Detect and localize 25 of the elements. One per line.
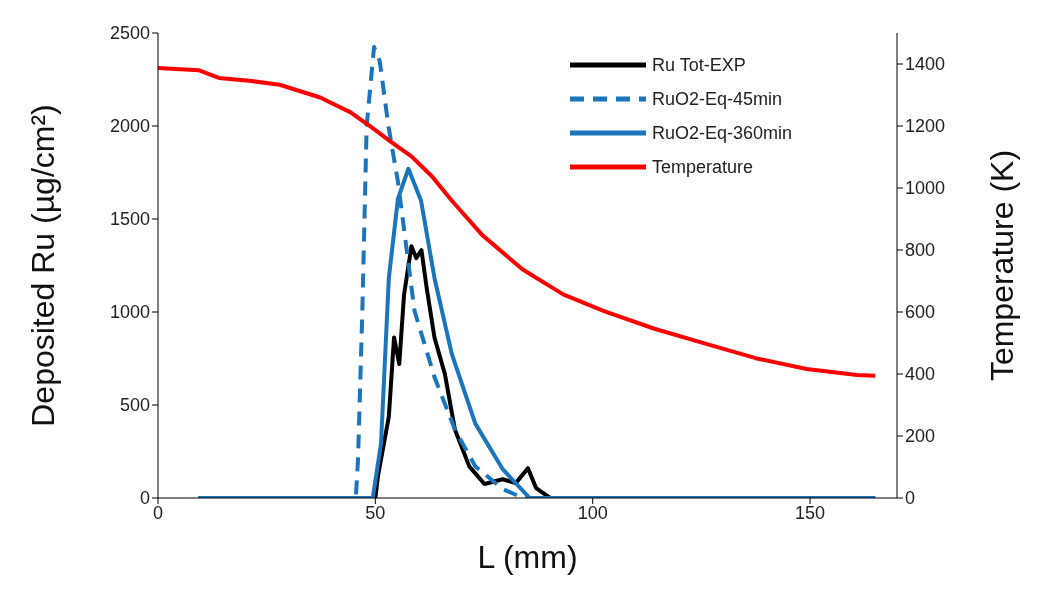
x-tick-label: 50 <box>365 502 386 523</box>
y-tick-label: 0 <box>139 488 150 509</box>
y2-axis-title: Temperature (K) <box>984 149 1021 382</box>
y-tick-label: 1500 <box>109 209 150 230</box>
y2-tick-label: 0 <box>905 488 916 509</box>
legend-label: RuO2-Eq-45min <box>652 88 783 110</box>
x-tick-label: 150 <box>795 502 826 523</box>
legend-label: Ru Tot-EXP <box>652 54 746 76</box>
legend-label: Temperature <box>652 156 754 178</box>
x-tick-label: 0 <box>152 502 164 523</box>
y2-tick-label: 800 <box>905 240 936 261</box>
y2-tick-label: 600 <box>905 302 936 323</box>
y2-tick-label: 400 <box>905 364 936 385</box>
legend-label: RuO2-Eq-360min <box>652 122 793 144</box>
x-tick-label: 100 <box>577 502 608 523</box>
y2-tick-label: 1400 <box>905 54 946 75</box>
y-axis-title: Deposited Ru (µg/cm²) <box>25 104 62 427</box>
y-tick-label: 1000 <box>109 302 150 323</box>
y-tick-label: 2500 <box>109 23 150 44</box>
y2-tick-label: 1000 <box>905 178 946 199</box>
x-axis-title: L (mm) <box>477 539 578 575</box>
y-tick-label: 500 <box>119 395 150 416</box>
y-tick-label: 2000 <box>109 116 150 137</box>
y2-tick-label: 200 <box>905 426 936 447</box>
y2-tick-label: 1200 <box>905 116 946 137</box>
